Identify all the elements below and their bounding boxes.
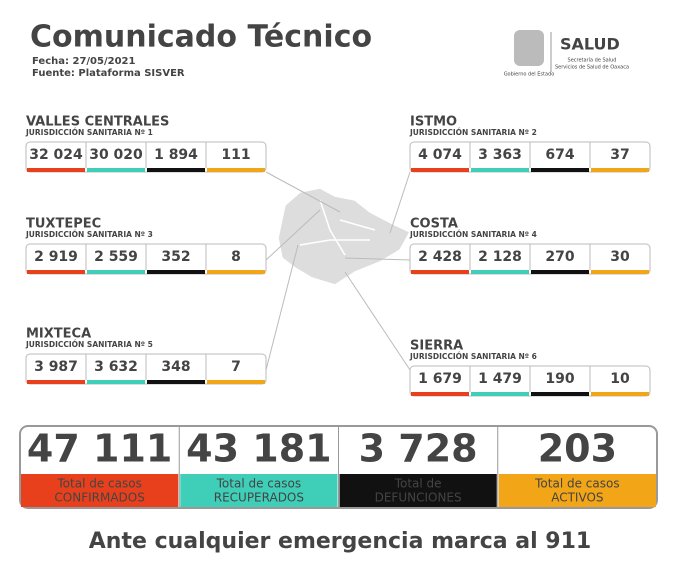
stripe <box>591 392 649 396</box>
region-value: 1 679 <box>418 371 462 387</box>
total-value: 47 111 <box>27 427 172 471</box>
total-label: ACTIVOS <box>551 491 603 505</box>
region-value: 348 <box>161 359 190 375</box>
stripe <box>411 168 469 172</box>
stripe <box>411 270 469 274</box>
stripe <box>87 168 145 172</box>
stripe <box>27 380 85 384</box>
region-name: SIERRA <box>410 339 463 354</box>
total-label: Total de casos <box>534 477 619 491</box>
region-value: 2 559 <box>94 249 138 265</box>
region-jurisdiction: JURISDICCIÓN SANITARIA Nº 5 <box>25 340 153 349</box>
stripe <box>147 380 205 384</box>
region-name: COSTA <box>410 217 458 232</box>
region-value: 4 074 <box>418 147 462 163</box>
footer: Ante cualquier emergencia marca al 911 <box>89 529 591 554</box>
total-label-bg <box>498 474 656 507</box>
stripe <box>531 392 589 396</box>
stripe <box>147 168 205 172</box>
total-label: Total de <box>394 477 442 491</box>
stripe <box>591 270 649 274</box>
stripe <box>27 270 85 274</box>
title: Comunicado Técnico <box>30 20 372 55</box>
region-value: 352 <box>161 249 190 265</box>
stripe <box>471 270 529 274</box>
region-value: 111 <box>221 147 250 163</box>
region-value: 3 632 <box>94 359 138 375</box>
region-jurisdiction: JURISDICCIÓN SANITARIA Nº 1 <box>25 128 153 137</box>
region-value: 37 <box>610 147 629 163</box>
region-value: 674 <box>545 147 574 163</box>
stripe <box>411 392 469 396</box>
region-value: 8 <box>231 249 241 265</box>
stripe <box>87 380 145 384</box>
source: Fuente: Plataforma SISVER <box>32 68 185 79</box>
logo-government: Gobierno del Estado <box>504 72 555 78</box>
map <box>265 171 412 371</box>
total-value: 203 <box>538 427 617 471</box>
region-value: 2 428 <box>418 249 462 265</box>
total-label: RECUPERADOS <box>214 491 304 505</box>
region-value: 30 020 <box>89 147 143 163</box>
region-value: 2 128 <box>478 249 522 265</box>
region-value: 1 894 <box>154 147 198 163</box>
logo-line: Servicios de Salud de Oaxaca <box>555 65 629 71</box>
region-value: 7 <box>231 359 241 375</box>
stripe <box>87 270 145 274</box>
total-label: DEFUNCIONES <box>375 491 462 505</box>
region-jurisdiction: JURISDICCIÓN SANITARIA Nº 3 <box>25 230 153 239</box>
region-jurisdiction: JURISDICCIÓN SANITARIA Nº 6 <box>409 352 537 361</box>
stripe <box>27 168 85 172</box>
stripe <box>207 168 265 172</box>
region-value: 270 <box>545 249 574 265</box>
region-name: MIXTECA <box>26 327 91 342</box>
total-label: Total de casos <box>216 477 301 491</box>
total-value: 43 181 <box>186 427 331 471</box>
region-value: 10 <box>610 371 630 387</box>
stripe <box>471 392 529 396</box>
total-label: CONFIRMADOS <box>54 491 144 505</box>
region-value: 2 919 <box>34 249 78 265</box>
stripe <box>147 270 205 274</box>
region-name: VALLES CENTRALES <box>26 115 169 130</box>
total-value: 3 728 <box>359 427 478 471</box>
total-label-bg <box>21 474 179 507</box>
total-label-bg <box>339 474 497 507</box>
logo-line: Secretaría de Salud <box>568 57 617 64</box>
stripe <box>531 270 589 274</box>
logo: SALUD Secretaría de Salud Servicios de S… <box>504 30 629 78</box>
stripe <box>471 168 529 172</box>
region-value: 3 987 <box>34 359 78 375</box>
region-value: 3 363 <box>478 147 522 163</box>
region-jurisdiction: JURISDICCIÓN SANITARIA Nº 4 <box>409 230 537 239</box>
total-label: Total de casos <box>56 477 141 491</box>
region-jurisdiction: JURISDICCIÓN SANITARIA Nº 2 <box>409 128 537 137</box>
region-name: TUXTEPEC <box>26 217 101 232</box>
region-value: 32 024 <box>29 147 83 163</box>
stripe <box>591 168 649 172</box>
region-value: 1 479 <box>478 371 522 387</box>
stripe <box>207 270 265 274</box>
region-value: 190 <box>545 371 574 387</box>
date: Fecha: 27/05/2021 <box>32 56 135 67</box>
logo-name: SALUD <box>560 35 620 54</box>
region-value: 30 <box>610 249 630 265</box>
total-label-bg <box>180 474 338 507</box>
stripe <box>531 168 589 172</box>
region-name: ISTMO <box>410 115 457 130</box>
stripe <box>207 380 265 384</box>
